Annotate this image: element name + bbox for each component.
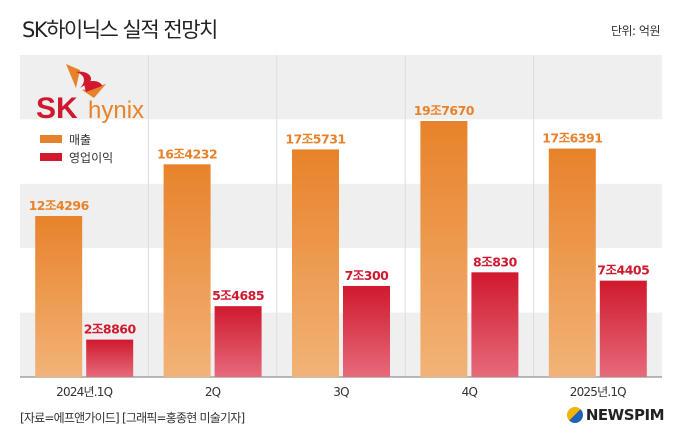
legend-item-profit: 영업이익	[40, 148, 113, 166]
data-label: 2조8860	[84, 322, 137, 337]
x-tick-label: 2024년.1Q	[56, 385, 112, 399]
grid-band	[20, 55, 662, 120]
data-label: 16조4232	[157, 146, 217, 161]
bar-profit	[343, 285, 390, 377]
data-label: 7조4405	[597, 263, 649, 278]
svg-text:SK: SK	[36, 92, 78, 124]
newspim-icon	[566, 407, 583, 423]
data-label: 17조5731	[285, 131, 345, 146]
unit-label: 단위: 억원	[610, 24, 661, 38]
bar-profit	[86, 339, 134, 377]
legend-swatch	[40, 153, 62, 161]
x-tick-label: 4Q	[462, 385, 478, 399]
svg-text:hynix: hynix	[88, 97, 144, 124]
data-label: 17조6391	[542, 131, 602, 146]
legend-item-revenue: 매출	[40, 130, 113, 148]
bar-profit	[214, 306, 262, 377]
bar-revenue	[420, 121, 468, 377]
chart-title: SK하이닉스 실적 전망치	[22, 18, 218, 42]
x-tick-label: 2Q	[205, 385, 221, 399]
data-label: 12조4296	[29, 198, 90, 213]
legend-label: 영업이익	[69, 150, 114, 165]
legend-label: 매출	[69, 132, 92, 147]
bar-revenue	[548, 148, 596, 377]
data-label: 8조830	[473, 254, 518, 269]
bar-profit	[471, 272, 519, 377]
source-credit: [자료=에프앤가이드] [그래픽=홍종현 미술기자]	[20, 411, 245, 425]
bar-revenue	[35, 216, 83, 377]
legend-swatch	[40, 135, 62, 143]
newspim-logo: NEWSPIM	[566, 406, 665, 424]
x-tick-label: 2025년.1Q	[570, 385, 626, 399]
bar-revenue	[292, 149, 339, 377]
data-label: 19조7670	[414, 103, 475, 118]
bar-profit	[599, 280, 647, 377]
bar-revenue	[163, 164, 211, 377]
sk-hynix-logo: SK hynix	[36, 62, 166, 128]
data-label: 7조300	[345, 268, 390, 283]
x-tick-label: 3Q	[333, 385, 349, 399]
brand-text: NEWSPIM	[585, 406, 665, 424]
data-label: 5조4685	[212, 288, 264, 303]
legend: 매출 영업이익	[40, 130, 113, 166]
